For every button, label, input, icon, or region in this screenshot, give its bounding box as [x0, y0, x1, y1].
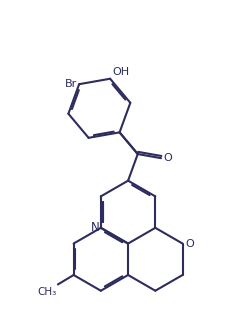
Text: O: O — [163, 153, 172, 163]
Text: OH: OH — [112, 67, 128, 77]
Text: CH₃: CH₃ — [37, 287, 56, 297]
Text: Br: Br — [65, 79, 77, 89]
Text: O: O — [184, 238, 193, 248]
Text: N: N — [90, 221, 99, 234]
